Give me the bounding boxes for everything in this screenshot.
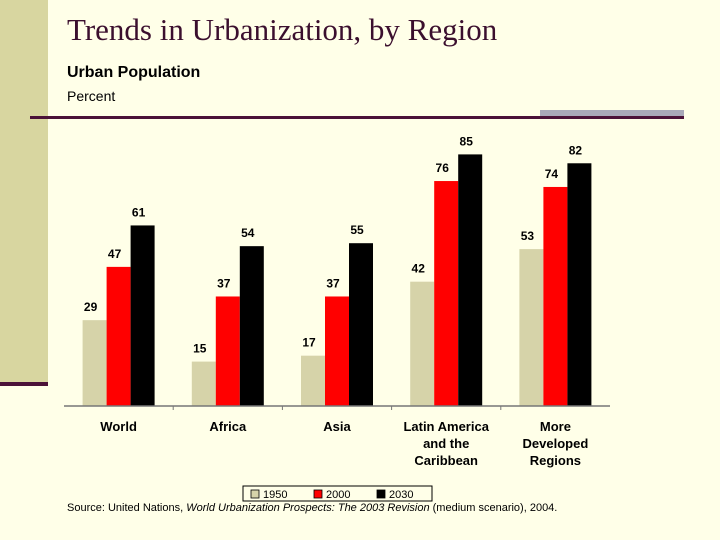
legend-label-1950: 1950 [263, 489, 287, 501]
source-note: Source: United Nations, World Urbanizati… [67, 502, 557, 514]
page-title: Trends in Urbanization, by Region [67, 12, 498, 47]
y-axis-unit-label: Percent [67, 88, 116, 104]
bar-1950-asia [301, 355, 325, 406]
bar-1950-africa [191, 361, 216, 406]
x-tick-label: More [540, 419, 571, 434]
data-label: 47 [108, 247, 122, 261]
bar-1950-more [519, 249, 544, 406]
data-label: 15 [193, 342, 207, 356]
data-label: 54 [241, 226, 255, 240]
bar-2030-africa [239, 246, 264, 406]
legend-swatch-2000 [313, 489, 323, 499]
bar-2000-asia [325, 296, 349, 406]
source-publication: World Urbanization Prospects: The 2003 R… [186, 502, 430, 514]
data-label: 29 [84, 300, 98, 314]
data-label: 61 [132, 205, 146, 219]
source-prefix: Source: United Nations, [67, 502, 187, 514]
data-label: 37 [217, 276, 231, 290]
x-tick-label: Latin America [403, 419, 489, 434]
left-stripe-accent [0, 382, 48, 386]
bar-2030-asia [349, 243, 373, 406]
legend-swatch-2030 [376, 489, 386, 499]
bar-2000-africa [215, 296, 240, 406]
x-tick-label: World [100, 419, 137, 434]
header-rule-accent [540, 110, 684, 116]
data-label: 53 [521, 229, 535, 243]
data-label: 76 [436, 161, 450, 175]
data-label: 37 [326, 276, 340, 290]
bar-2000-world [106, 266, 131, 406]
data-label: 85 [460, 134, 474, 148]
chart-subtitle: Urban Population [67, 64, 201, 81]
bar-1950-latin-america [410, 281, 435, 406]
source-suffix: (medium scenario), 2004. [429, 502, 558, 514]
legend-label-2030: 2030 [389, 489, 413, 501]
bar-2030-more [567, 163, 592, 406]
bar-2000-latin-america [434, 181, 459, 406]
x-tick-label: and the [423, 436, 469, 451]
bar-2030-latin-america [458, 154, 483, 406]
legend-swatch-1950 [250, 489, 260, 499]
data-label: 55 [350, 223, 364, 237]
left-decorative-stripe [0, 0, 48, 382]
x-tick-label: Developed [523, 436, 589, 451]
legend-label-2000: 2000 [326, 489, 350, 501]
x-tick-label: Africa [209, 419, 247, 434]
x-tick-label: Asia [323, 419, 351, 434]
bar-1950-world [82, 320, 107, 406]
x-tick-label: Caribbean [414, 453, 478, 468]
data-label: 74 [545, 167, 559, 181]
bar-2000-more [543, 186, 568, 406]
data-label: 42 [412, 262, 426, 276]
data-label: 17 [302, 336, 316, 350]
data-label: 82 [569, 143, 583, 157]
header-rule [30, 116, 684, 119]
bar-2030-world [130, 225, 155, 406]
x-tick-label: Regions [530, 453, 581, 468]
